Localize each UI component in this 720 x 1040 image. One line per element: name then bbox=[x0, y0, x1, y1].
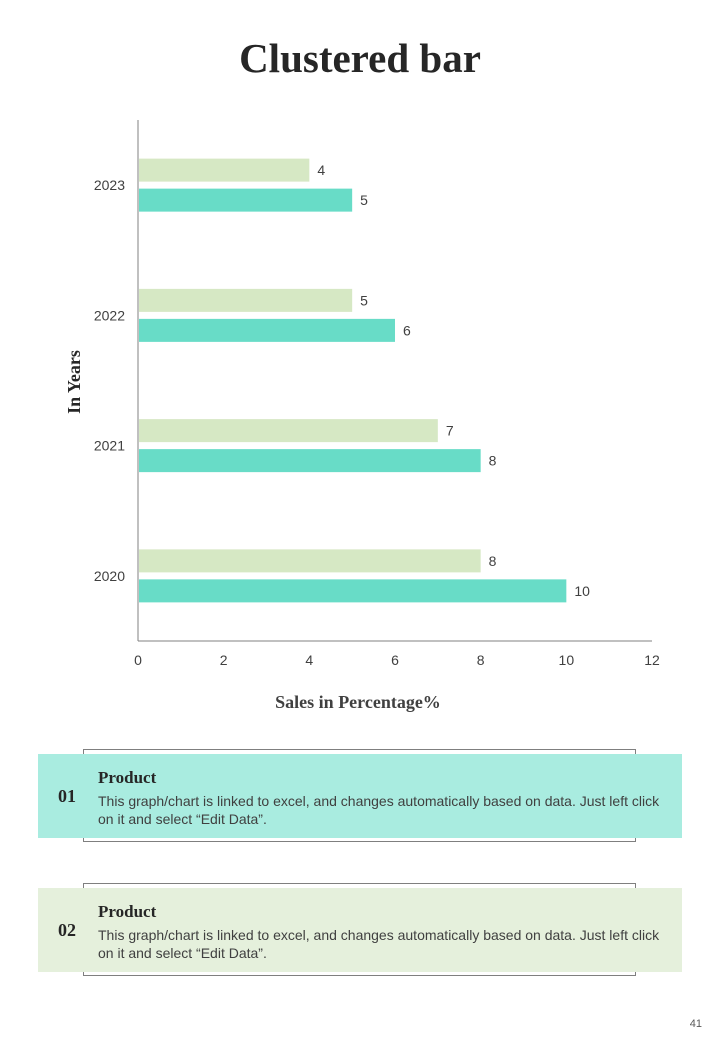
data-label: 8 bbox=[489, 553, 497, 569]
bar bbox=[139, 549, 481, 573]
clustered-bar-chart: 0 2 4 6 8 10 12 2023 4 5 2022 5 6 2021 7 8 2020 8 10 Sales … bbox=[64, 120, 660, 712]
card-title: Product bbox=[98, 768, 157, 787]
bar bbox=[139, 419, 438, 443]
x-tick-label: 10 bbox=[559, 652, 575, 668]
x-tick-label: 12 bbox=[644, 652, 660, 668]
data-label: 8 bbox=[489, 453, 497, 469]
data-label: 4 bbox=[317, 162, 325, 178]
y-tick-label: 2023 bbox=[94, 177, 125, 193]
card-text: This graph/chart is linked to excel, and… bbox=[98, 793, 660, 827]
bar bbox=[139, 288, 353, 312]
bar bbox=[139, 188, 353, 212]
product-card-2: 02 Product This graph/chart is linked to… bbox=[38, 888, 682, 972]
card-number: 02 bbox=[58, 920, 76, 940]
x-tick-label: 4 bbox=[305, 652, 313, 668]
y-tick-label: 2020 bbox=[94, 568, 125, 584]
x-tick-label: 6 bbox=[391, 652, 399, 668]
y-axis-title: In Years bbox=[64, 350, 84, 414]
page-number: 41 bbox=[689, 1018, 702, 1030]
bar bbox=[139, 579, 567, 603]
bar bbox=[139, 318, 395, 342]
card-number: 01 bbox=[58, 786, 76, 806]
page-title: Clustered bar bbox=[239, 35, 481, 81]
x-axis-title: Sales in Percentage% bbox=[275, 692, 441, 712]
data-label: 5 bbox=[360, 292, 368, 308]
x-tick-label: 8 bbox=[477, 652, 485, 668]
bar bbox=[139, 158, 310, 182]
product-card-1: 01 Product This graph/chart is linked to… bbox=[38, 754, 682, 838]
data-label: 5 bbox=[360, 192, 368, 208]
x-tick-label: 2 bbox=[220, 652, 228, 668]
card-text: This graph/chart is linked to excel, and… bbox=[98, 927, 660, 961]
card-title: Product bbox=[98, 902, 157, 921]
data-label: 7 bbox=[446, 423, 454, 439]
y-tick-label: 2021 bbox=[94, 438, 125, 454]
bar bbox=[139, 449, 481, 473]
y-tick-label: 2022 bbox=[94, 307, 125, 323]
data-label: 10 bbox=[574, 583, 590, 599]
x-tick-label: 0 bbox=[134, 652, 142, 668]
data-label: 6 bbox=[403, 322, 411, 338]
